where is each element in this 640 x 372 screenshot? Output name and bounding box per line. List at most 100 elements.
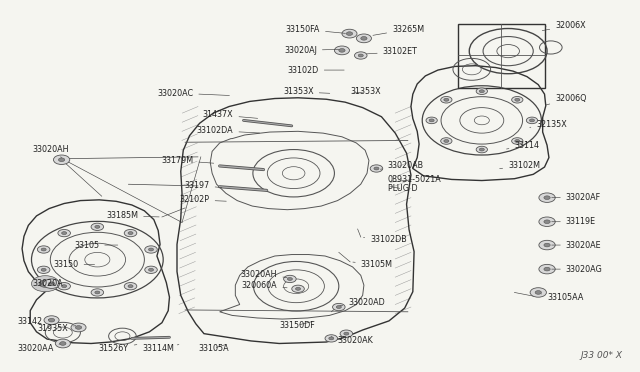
Circle shape [544, 267, 550, 271]
Text: 33150: 33150 [53, 260, 95, 269]
Circle shape [356, 34, 371, 43]
Circle shape [539, 240, 556, 250]
Text: 33105: 33105 [74, 241, 118, 250]
Text: 32135X: 32135X [530, 120, 567, 129]
Text: 31526Y: 31526Y [99, 344, 137, 353]
Text: 33142: 33142 [18, 317, 49, 326]
Circle shape [336, 305, 341, 308]
Text: 31353X: 31353X [283, 87, 330, 96]
Circle shape [39, 280, 52, 287]
Circle shape [91, 289, 104, 296]
Circle shape [31, 276, 59, 292]
Circle shape [61, 232, 67, 235]
Circle shape [44, 316, 59, 324]
Circle shape [374, 167, 379, 170]
Text: 32006X: 32006X [542, 21, 586, 31]
Text: 32102P: 32102P [180, 195, 227, 204]
Text: 33102M: 33102M [500, 161, 540, 170]
Circle shape [355, 52, 367, 59]
Text: 33102DB: 33102DB [364, 235, 407, 244]
Text: 33150DF: 33150DF [279, 321, 315, 330]
Circle shape [479, 90, 484, 93]
Circle shape [124, 230, 137, 237]
Circle shape [339, 49, 345, 52]
Circle shape [95, 291, 100, 294]
Circle shape [287, 278, 292, 280]
Circle shape [476, 146, 488, 153]
Circle shape [429, 119, 434, 122]
Circle shape [515, 140, 520, 142]
Circle shape [37, 246, 50, 253]
Circle shape [49, 282, 54, 286]
Circle shape [37, 266, 50, 273]
Circle shape [544, 220, 550, 224]
Circle shape [544, 243, 550, 247]
Circle shape [54, 155, 70, 164]
Circle shape [329, 337, 334, 340]
Circle shape [530, 288, 547, 297]
Text: 31353X: 31353X [350, 87, 381, 96]
Circle shape [292, 285, 305, 292]
Circle shape [61, 285, 67, 288]
Text: 31935X: 31935X [37, 324, 76, 333]
Text: 33119E: 33119E [552, 217, 596, 226]
Text: 31437X: 31437X [203, 110, 258, 119]
Circle shape [60, 341, 66, 345]
Circle shape [95, 225, 100, 228]
Circle shape [145, 266, 157, 273]
Circle shape [333, 304, 345, 311]
Circle shape [476, 88, 488, 94]
Text: 33185M: 33185M [106, 211, 159, 220]
Circle shape [342, 29, 357, 38]
Text: 33105AA: 33105AA [541, 293, 584, 302]
Text: 33179M: 33179M [161, 156, 214, 165]
Circle shape [325, 335, 337, 342]
Text: 33020AA: 33020AA [17, 344, 60, 353]
Text: 33020AC: 33020AC [157, 89, 229, 97]
Circle shape [511, 138, 523, 144]
Text: 08931-5021A: 08931-5021A [388, 175, 442, 184]
Circle shape [128, 232, 133, 235]
Circle shape [71, 323, 86, 332]
Text: 32006Q: 32006Q [545, 94, 587, 105]
Circle shape [41, 268, 46, 271]
Circle shape [58, 283, 70, 290]
Circle shape [515, 98, 520, 101]
Circle shape [76, 326, 82, 329]
Circle shape [91, 223, 104, 231]
Circle shape [340, 330, 353, 337]
Text: 33114: 33114 [506, 141, 540, 150]
Circle shape [444, 98, 449, 101]
Text: 33102ET: 33102ET [367, 47, 417, 56]
Text: 33020AB: 33020AB [380, 161, 424, 170]
Circle shape [511, 96, 523, 103]
Text: PLUG D: PLUG D [388, 185, 417, 193]
Text: 33114M: 33114M [143, 344, 179, 353]
Text: 33020AH: 33020AH [33, 145, 69, 158]
Circle shape [539, 193, 556, 202]
Circle shape [335, 46, 349, 55]
Circle shape [361, 36, 367, 40]
Text: 33020A: 33020A [33, 279, 63, 288]
Circle shape [44, 279, 60, 288]
Text: 33020AK: 33020AK [332, 336, 373, 346]
Circle shape [539, 264, 556, 274]
Circle shape [55, 339, 70, 348]
Circle shape [441, 96, 452, 103]
Circle shape [479, 148, 484, 151]
Circle shape [346, 32, 353, 35]
Text: 33020AE: 33020AE [552, 241, 602, 250]
Text: 33265M: 33265M [373, 25, 424, 35]
Text: 33150FA: 33150FA [285, 25, 346, 34]
Text: 33102D: 33102D [287, 65, 344, 74]
Circle shape [539, 217, 556, 227]
Circle shape [58, 158, 65, 161]
Text: 33105M: 33105M [353, 260, 393, 269]
Circle shape [526, 117, 538, 124]
Text: 33197: 33197 [184, 181, 222, 190]
Circle shape [441, 138, 452, 144]
Circle shape [145, 246, 157, 253]
Circle shape [148, 248, 154, 251]
Circle shape [344, 332, 349, 335]
Circle shape [544, 196, 550, 199]
